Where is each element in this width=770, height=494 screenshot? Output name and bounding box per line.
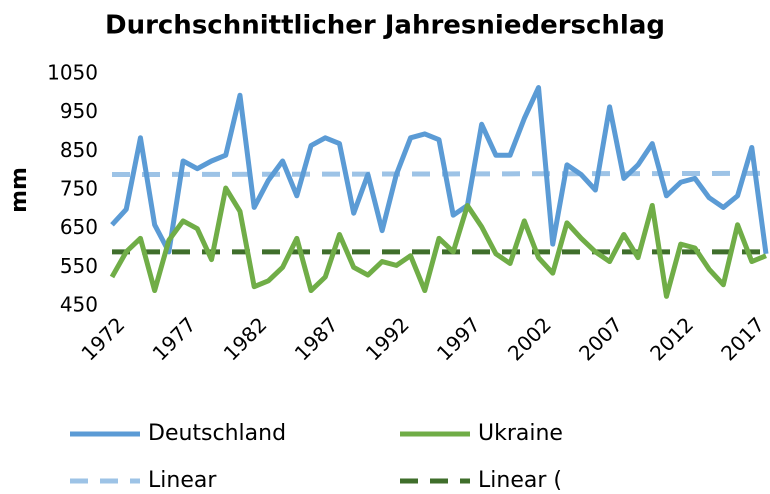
legend-label: Ukraine (478, 421, 563, 446)
x-tick-label: 2017 (716, 312, 769, 365)
y-tick-label: 850 (60, 138, 98, 162)
trend-line (111, 170, 767, 178)
y-tick-label: 650 (60, 215, 98, 239)
y-tick-label: 1050 (47, 61, 98, 85)
y-tick-label: 450 (60, 293, 98, 317)
y-tick-label: 950 (60, 99, 98, 123)
x-tick-label: 2012 (645, 312, 698, 365)
x-tick-label: 1997 (432, 312, 485, 365)
legend-label: Deutschland (148, 421, 286, 446)
x-tick-label: 2007 (574, 312, 627, 365)
y-axis-label: mm (7, 167, 32, 213)
data-line (109, 185, 767, 299)
x-tick-label: 1972 (76, 312, 129, 365)
legend-label: Linear (148, 468, 217, 493)
x-tick-label: 1987 (290, 312, 343, 365)
x-tick-label: 1977 (148, 312, 201, 365)
y-tick-label: 750 (60, 177, 98, 201)
x-tick-label: 1982 (219, 312, 272, 365)
chart-title: Durchschnittlicher Jahresniederschlag (105, 11, 665, 41)
x-tick-label: 1992 (361, 312, 414, 365)
y-tick-label: 550 (60, 254, 98, 278)
x-tick-label: 2002 (503, 312, 556, 365)
data-line (110, 85, 769, 255)
legend-label: Linear ( (478, 468, 562, 493)
